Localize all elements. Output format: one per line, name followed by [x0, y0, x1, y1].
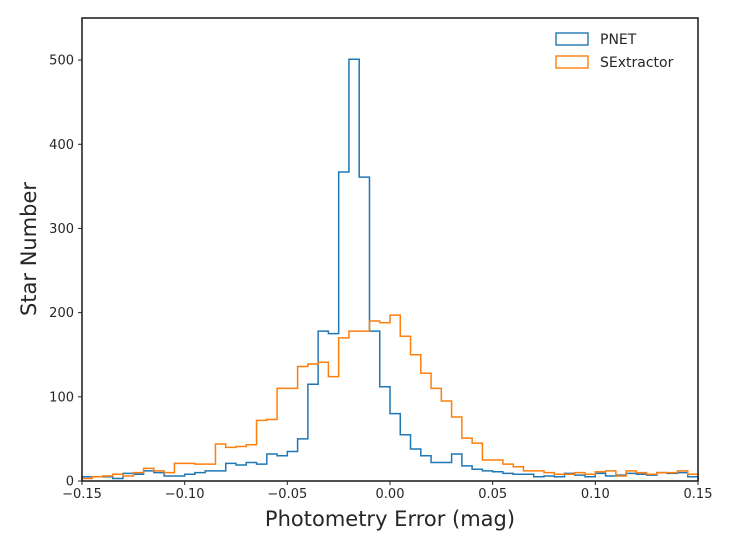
- x-axis-label: Photometry Error (mag): [265, 507, 515, 531]
- legend: PNET SExtractor: [555, 32, 674, 71]
- x-tick-label: 0.05: [478, 487, 507, 502]
- y-axis-ticks: 0 100 200 300 400 500: [49, 54, 82, 490]
- x-tick-label: −0.10: [165, 487, 205, 502]
- legend-label-pnet: PNET: [600, 32, 637, 48]
- y-axis-label: Star Number: [17, 182, 41, 316]
- x-tick-label: 0.00: [376, 487, 405, 502]
- series-pnet-step: [81, 58, 699, 481]
- legend-label-sextractor: SExtractor: [600, 55, 674, 71]
- x-tick-label: 0.10: [581, 487, 610, 502]
- y-tick-label: 500: [49, 54, 74, 69]
- y-tick-label: 300: [49, 222, 74, 237]
- series-sextractor-step: [81, 314, 699, 481]
- x-tick-label: −0.05: [267, 487, 307, 502]
- x-axis-ticks: −0.15 −0.10 −0.05 0.00 0.05 0.10 0.15: [62, 481, 712, 502]
- y-tick-label: 100: [49, 390, 74, 405]
- x-tick-label: −0.15: [62, 487, 102, 502]
- y-tick-label: 200: [49, 306, 74, 321]
- x-tick-label: 0.15: [684, 487, 713, 502]
- series-layer: [81, 58, 699, 481]
- legend-swatch-sextractor: [555, 55, 589, 69]
- y-tick-label: 400: [49, 138, 74, 153]
- y-tick-label: 0: [66, 475, 74, 490]
- legend-swatch-pnet: [555, 32, 589, 46]
